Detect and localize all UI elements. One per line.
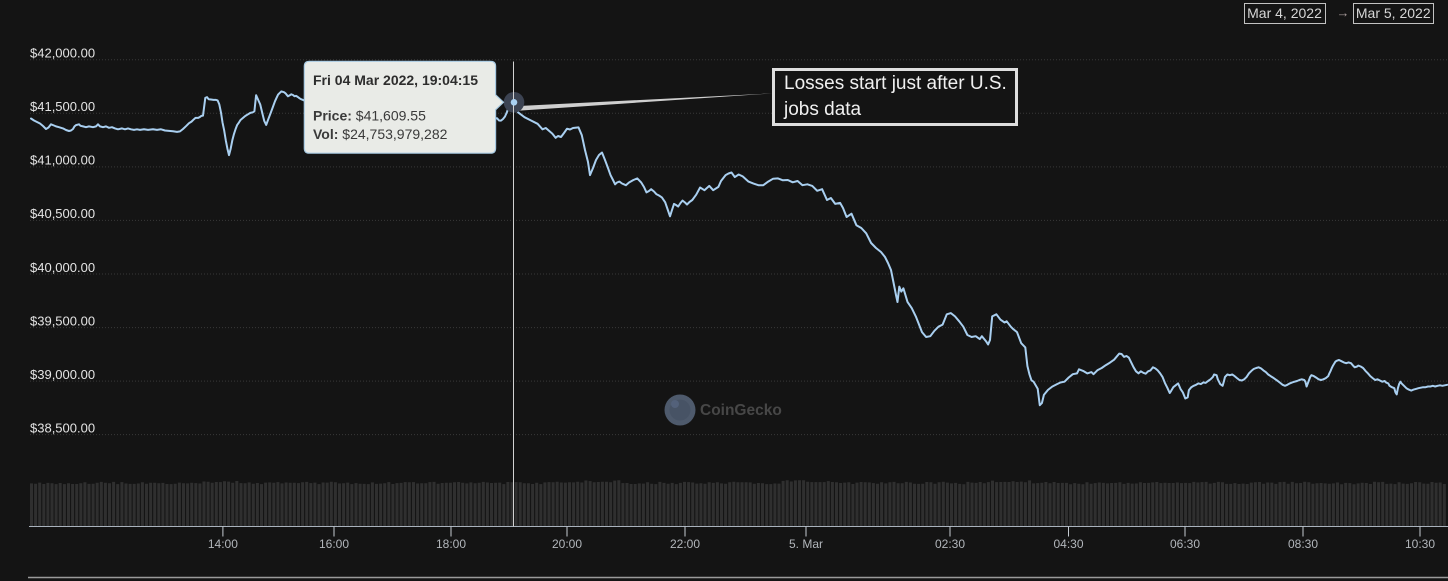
- svg-text:10:30: 10:30: [1405, 537, 1435, 551]
- svg-text:Price: $41,609.55: Price: $41,609.55: [313, 108, 426, 124]
- svg-text:04:30: 04:30: [1053, 537, 1083, 551]
- svg-text:$40,500.00: $40,500.00: [30, 206, 95, 221]
- svg-text:$42,000.00: $42,000.00: [30, 46, 95, 61]
- svg-text:02:30: 02:30: [935, 537, 965, 551]
- svg-text:18:00: 18:00: [436, 537, 466, 551]
- svg-text:$39,000.00: $39,000.00: [30, 367, 95, 382]
- svg-text:06:30: 06:30: [1170, 537, 1200, 551]
- svg-text:5. Mar: 5. Mar: [789, 537, 823, 551]
- svg-text:$38,500.00: $38,500.00: [30, 420, 95, 435]
- svg-text:14:00: 14:00: [208, 537, 238, 551]
- svg-text:22:00: 22:00: [670, 537, 700, 551]
- svg-text:08:30: 08:30: [1288, 537, 1318, 551]
- svg-text:CoinGecko: CoinGecko: [700, 402, 782, 419]
- svg-text:$41,000.00: $41,000.00: [30, 153, 95, 168]
- svg-text:Fri 04 Mar 2022, 19:04:15: Fri 04 Mar 2022, 19:04:15: [313, 72, 478, 88]
- svg-text:16:00: 16:00: [319, 537, 349, 551]
- svg-text:20:00: 20:00: [552, 537, 582, 551]
- svg-text:Vol: $24,753,979,282: Vol: $24,753,979,282: [313, 126, 448, 142]
- svg-text:$40,000.00: $40,000.00: [30, 260, 95, 275]
- svg-text:$39,500.00: $39,500.00: [30, 313, 95, 328]
- svg-text:$41,500.00: $41,500.00: [30, 99, 95, 114]
